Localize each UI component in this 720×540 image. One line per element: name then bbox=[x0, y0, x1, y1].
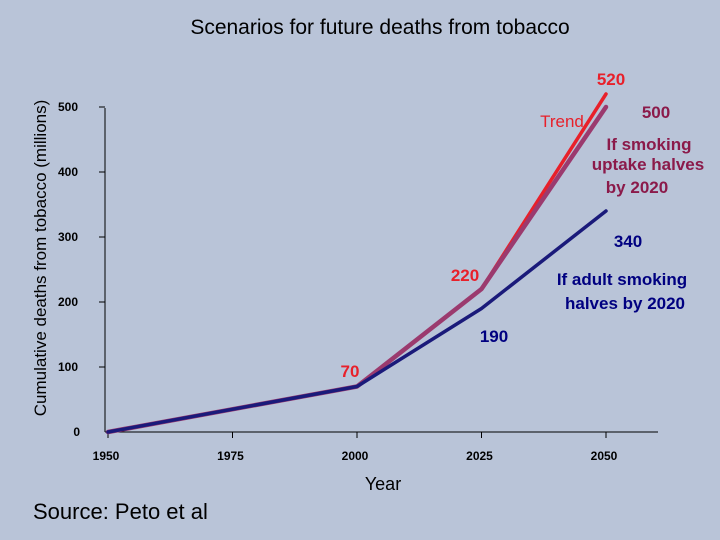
y-tick-label: 400 bbox=[58, 165, 78, 179]
series-line-1 bbox=[106, 92, 608, 434]
y-tick-label: 100 bbox=[58, 360, 78, 374]
annotation-label: 190 bbox=[480, 327, 508, 346]
y-tick-label: 300 bbox=[58, 230, 78, 244]
ticks: 0 100 200 300 400 500 1950 1975 2000 2025 2050 bbox=[58, 100, 618, 463]
annotation-label: uptake halves bbox=[592, 155, 704, 174]
annotation-label: halves by 2020 bbox=[565, 294, 685, 313]
annotation-label: 70 bbox=[341, 362, 360, 381]
y-tick-label: 0 bbox=[73, 425, 80, 439]
annotation-label: 340 bbox=[614, 232, 642, 251]
annotation-label: If smoking bbox=[606, 135, 691, 154]
source-note: Source: Peto et al bbox=[33, 499, 208, 524]
annotation-label: by 2020 bbox=[606, 178, 668, 197]
y-tick-label: 200 bbox=[58, 295, 78, 309]
series-line-3 bbox=[106, 209, 608, 434]
x-axis-label: Year bbox=[365, 474, 401, 494]
x-tick-label: 2025 bbox=[466, 449, 493, 463]
x-tick-label: 1950 bbox=[93, 449, 120, 463]
x-tick-label: 1975 bbox=[217, 449, 244, 463]
x-tick-label: 2050 bbox=[591, 449, 618, 463]
annotation-label: Trend bbox=[540, 112, 584, 131]
annotation-label: 220 bbox=[451, 266, 479, 285]
annotation-label: 500 bbox=[642, 103, 670, 122]
chart-title: Scenarios for future deaths from tobacco bbox=[190, 16, 569, 39]
x-tick-label: 2000 bbox=[342, 449, 369, 463]
y-axis-label: Cumulative deaths from tobacco (millions… bbox=[31, 100, 50, 417]
y-tick-label: 500 bbox=[58, 100, 78, 114]
annotation-label: If adult smoking bbox=[557, 270, 687, 289]
series-lines bbox=[105, 92, 609, 435]
annotation-label: 520 bbox=[597, 70, 625, 89]
